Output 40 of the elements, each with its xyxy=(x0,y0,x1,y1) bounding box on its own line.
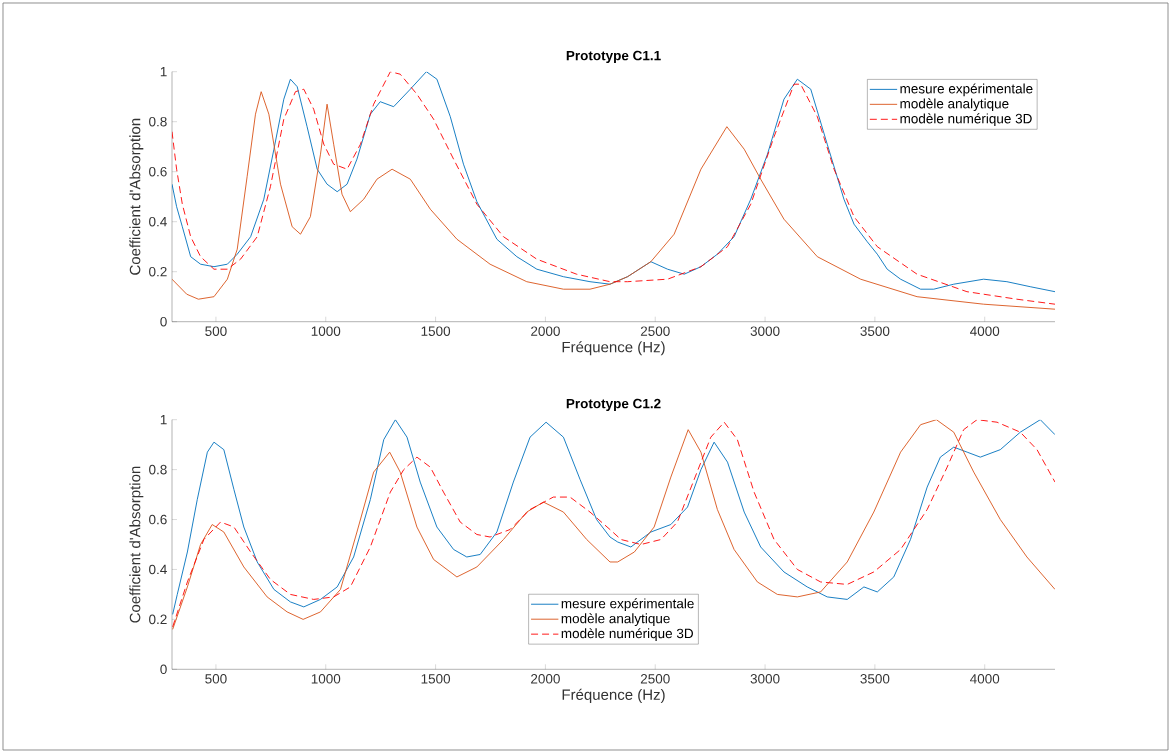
x-tick-label: 3500 xyxy=(860,674,890,684)
x-tick-label: 2500 xyxy=(640,326,670,336)
x-tick-label: 3500 xyxy=(860,326,890,336)
y-tick-label: 0.4 xyxy=(149,564,167,575)
y-tick-label: 0 xyxy=(160,316,167,327)
x-tick-label: 1500 xyxy=(421,674,451,684)
y-tick-label: 0.2 xyxy=(149,614,167,625)
y-tick-label: 1 xyxy=(160,67,167,77)
y-tick-label: 0.2 xyxy=(149,266,167,277)
x-tick-label: 1000 xyxy=(311,674,341,684)
chart-title: Prototype C1.1 xyxy=(566,50,661,63)
x-tick-label: 500 xyxy=(205,674,227,684)
legend-label: modèle numérique 3D xyxy=(900,113,1032,127)
legend-label: modèle numérique 3D xyxy=(561,628,693,641)
x-tick-label: 2000 xyxy=(531,674,560,684)
x-tick-label: 1000 xyxy=(311,326,341,336)
legend-label: modèle analytique xyxy=(561,613,670,626)
x-tick-label: 4000 xyxy=(970,674,1000,684)
y-tick-label: 1 xyxy=(160,415,167,425)
y-axis-title: Coefficient d'Absorption xyxy=(129,118,144,275)
x-tick-label: 500 xyxy=(205,326,227,336)
x-tick-label: 2500 xyxy=(640,674,670,684)
y-tick-label: 0.4 xyxy=(149,216,167,227)
x-tick-label: 3000 xyxy=(750,674,780,684)
y-tick-label: 0.6 xyxy=(149,166,167,177)
x-tick-label: 1500 xyxy=(421,326,451,336)
x-axis-title: Fréquence (Hz) xyxy=(562,341,665,356)
legend-label: mesure expérimentale xyxy=(900,83,1033,97)
legend-label: mesure expérimentale xyxy=(561,598,694,611)
y-tick-label: 0.6 xyxy=(149,514,167,525)
y-tick-label: 0.8 xyxy=(149,464,167,475)
x-axis-title: Fréquence (Hz) xyxy=(562,688,665,703)
y-tick-label: 0 xyxy=(160,664,167,675)
x-tick-label: 4000 xyxy=(970,326,1000,336)
x-tick-label: 3000 xyxy=(750,326,780,336)
y-tick-label: 0.8 xyxy=(149,116,167,127)
chart-title: Prototype C1.2 xyxy=(566,398,661,411)
legend-label: modèle analytique xyxy=(900,98,1009,112)
y-axis-title: Coefficient d'Absorption xyxy=(129,466,144,623)
x-tick-label: 2000 xyxy=(531,326,560,336)
